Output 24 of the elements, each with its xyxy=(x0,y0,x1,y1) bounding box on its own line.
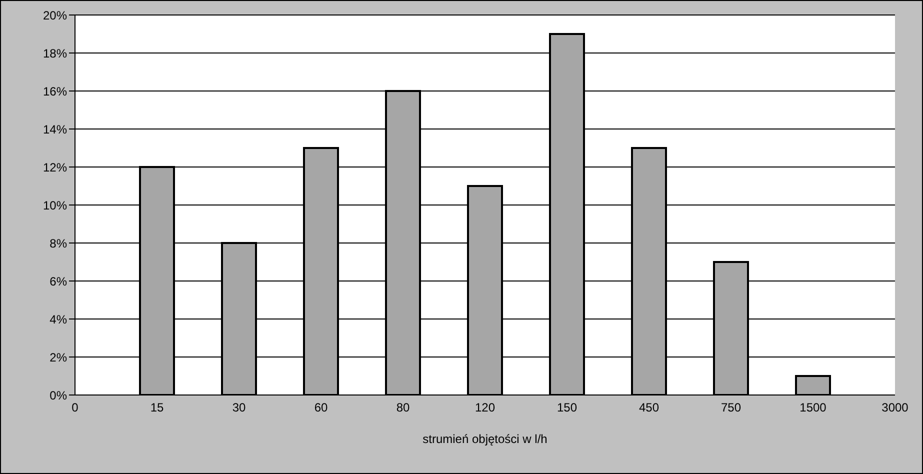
x-tick-label: 30 xyxy=(232,400,246,415)
x-tick-label: 120 xyxy=(474,400,496,415)
y-tick-label: 16% xyxy=(42,84,68,98)
x-tick-label: 150 xyxy=(556,400,578,415)
y-tick-label: 8% xyxy=(50,236,68,250)
x-tick-label: 750 xyxy=(720,400,742,415)
x-tick-label: 60 xyxy=(314,400,328,415)
y-tick-label: 0% xyxy=(50,388,68,402)
y-tick-label: 4% xyxy=(50,312,68,326)
x-tick-label: 450 xyxy=(638,400,660,415)
x-tick-label: 3000 xyxy=(882,400,909,415)
x-tick-label: 1500 xyxy=(800,400,827,415)
y-tick-label: 20% xyxy=(42,8,68,22)
y-tick-label: 6% xyxy=(50,274,68,288)
x-axis-title: strumień objętości w l/h xyxy=(422,432,548,446)
x-tick-label: 15 xyxy=(150,400,164,415)
bar xyxy=(795,375,831,395)
x-tick-label: 80 xyxy=(396,400,410,415)
y-tick-label: 10% xyxy=(42,198,68,212)
y-tick-label: 18% xyxy=(42,46,68,60)
y-tick-label: 2% xyxy=(50,350,68,364)
y-tick-label: 14% xyxy=(42,122,68,136)
y-tick-label: 12% xyxy=(42,160,68,174)
x-tick-label: 0 xyxy=(72,400,79,415)
